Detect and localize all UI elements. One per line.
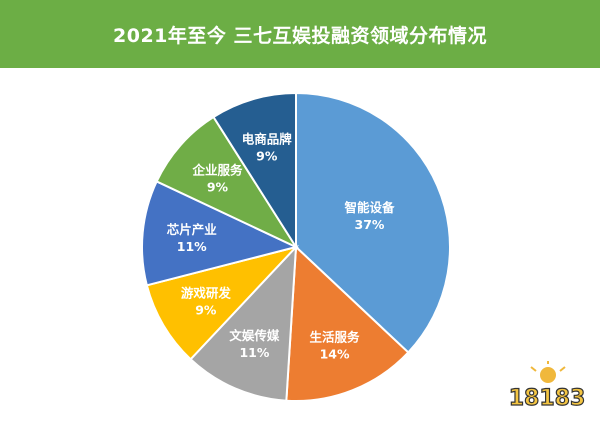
chart-title: 2021年至今 三七互娱投融资领域分布情况 [113,24,487,47]
slice-name-label: 智能设备 [343,200,395,215]
watermark-sun-icon [540,367,556,383]
slice-name-label: 游戏研发 [181,285,232,300]
slice-percent-label: 11% [239,345,269,360]
slice-percent-label: 9% [207,180,229,195]
slice-percent-label: 11% [177,239,207,254]
pie-slice-3 [145,245,300,361]
chart-area: 智能设备 37% 生活服务 14% 文娱传媒 11% 游戏研发 9% 芯片产业 11% 企业服务 9%… [0,68,600,423]
watermark-rays-icon [530,361,566,372]
slice-percent-label: 37% [355,217,385,232]
slice-name-label: 文娱传媒 [229,328,280,343]
slice-percent-label: 14% [320,346,350,361]
pie-slice-6 [212,91,297,251]
pie-slice-5 [155,115,299,250]
title-bar: 2021年至今 三七互娱投融资领域分布情况 [0,0,600,68]
watermark-logo: 18183 [508,361,586,412]
pie-slice-2 [189,244,298,402]
pie-slice-1 [285,244,410,402]
slice-name-label: 生活服务 [310,329,361,344]
pie-chart: 智能设备 37% 生活服务 14% 文娱传媒 11% 游戏研发 9% 芯片产业 11% 企业服务 9%… [141,91,451,402]
pie-slice-0 [295,91,451,354]
slice-name-label: 企业服务 [191,163,243,178]
slice-name-label: 电商品牌 [242,131,293,146]
watermark-text: 18183 [509,386,586,411]
slice-percent-label: 9% [256,148,278,163]
slice-percent-label: 9% [195,302,217,317]
slice-name-label: 芯片产业 [167,222,218,237]
pie-slice-4 [141,180,299,287]
